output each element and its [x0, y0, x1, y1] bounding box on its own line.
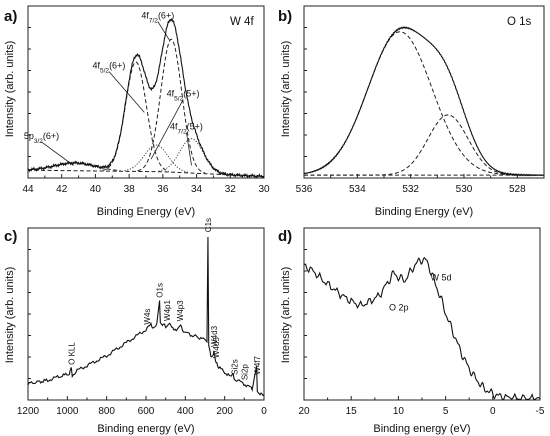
peak-annotation-2: 4f5/2(5+)	[167, 89, 200, 103]
x-tick-label: 530	[456, 184, 473, 195]
x-tick-label: 0	[490, 406, 496, 417]
peak-label-0: O KLL	[67, 342, 76, 365]
annotation-pointer-3	[186, 132, 192, 166]
peak-annotation-3: 4f7/2(5+)	[170, 122, 203, 136]
annotation-pointer-1	[108, 71, 145, 113]
x-tick-label: 38	[124, 184, 136, 195]
peak-annotation-1: 4f5/2(6+)	[93, 61, 126, 75]
x-tick-label: 200	[216, 406, 233, 417]
x-tick-label: 10	[393, 406, 405, 417]
x-tick-label: 534	[349, 184, 366, 195]
peak-label-7: W4d5	[212, 337, 221, 358]
panel-c-label: c)	[4, 228, 17, 245]
band-label-1: W 5d	[430, 272, 451, 282]
total-spectrum	[27, 17, 265, 179]
panel-d-plot-frame	[303, 227, 541, 401]
x-tick-label: 34	[191, 184, 203, 195]
x-tick-label: 32	[225, 184, 237, 195]
panel-b-label: b)	[278, 8, 292, 25]
component-peak-4	[158, 138, 225, 175]
x-tick-label: 5	[443, 406, 449, 417]
panel-c-xlabel: Binding energy (eV)	[97, 423, 194, 435]
x-tick-label: 600	[138, 406, 155, 417]
x-tick-label: 800	[98, 406, 115, 417]
panel-b: b) Intensity (arb. units) O 1s 536 534 532…	[278, 5, 545, 218]
panel-b-ylabel: Intensity (arb. units)	[280, 41, 292, 138]
panel-b-corner-label: O 1s	[507, 16, 532, 28]
panel-c-ylabel: Intensity (arb. units)	[4, 267, 16, 364]
panel-a-xlabel: Binding Energy (eV)	[97, 206, 195, 218]
x-tick-label: 15	[346, 406, 358, 417]
peak-label-8: Si2s	[230, 359, 239, 375]
panel-c: c) Intensity (arb. units) 1200 1000 800 600…	[4, 218, 267, 435]
panel-d-ylabel: Intensity (arb. units)	[280, 267, 292, 364]
panel-a-ylabel: Intensity (arb. units)	[4, 41, 16, 138]
component-peak-3	[124, 144, 189, 173]
component-peak-2	[137, 38, 206, 174]
panel-a-plot-frame	[27, 5, 265, 179]
annotation-pointer-2	[150, 99, 184, 160]
annotation-pointer-0	[157, 21, 170, 41]
peak-annotation-4: 5p3/2(6+)	[24, 131, 59, 145]
peak-label-9: Si2p	[240, 364, 249, 381]
panel-a-corner-label: W 4f	[230, 16, 254, 28]
panel-b-xlabel: Binding Energy (eV)	[375, 206, 473, 218]
component-peak-0	[303, 31, 544, 176]
panel-d: d) Intensity (arb. units) 20 15 10 5 0 -5 O 2…	[278, 227, 545, 435]
x-tick-label: 400	[177, 406, 194, 417]
survey-spectrum	[27, 237, 265, 397]
x-tick-label: 532	[402, 184, 419, 195]
x-tick-label: 0	[261, 406, 267, 417]
peak-label-10: W4f7	[253, 355, 262, 374]
peak-label-1: W4s	[143, 309, 152, 325]
component-peak-1	[304, 114, 544, 176]
panel-a: a) Intensity (arb. units) W 4f 44 42 40 38 3…	[4, 5, 270, 218]
valence-band-spectrum	[303, 256, 541, 401]
x-tick-label: 36	[157, 184, 169, 195]
peak-label-3: W4p1	[163, 300, 172, 321]
x-tick-label: 536	[296, 184, 313, 195]
x-tick-label: -5	[536, 406, 545, 417]
x-tick-label: 42	[56, 184, 68, 195]
panel-d-xlabel: Binding energy (eV)	[373, 423, 470, 435]
panel-d-label: d)	[278, 228, 292, 245]
peak-label-6: W4d3	[210, 325, 219, 346]
x-tick-label: 528	[509, 184, 526, 195]
x-tick-label: 20	[298, 406, 310, 417]
panel-a-label: a)	[4, 8, 17, 25]
peak-label-5: C1s	[204, 218, 213, 232]
peak-label-4: W4p3	[176, 300, 185, 321]
x-tick-label: 40	[90, 184, 102, 195]
total-spectrum	[303, 26, 545, 177]
x-tick-label: 1000	[56, 406, 79, 417]
component-peak-1	[102, 61, 170, 172]
peak-label-2: O1s	[156, 283, 165, 298]
x-tick-label: 1200	[17, 406, 40, 417]
x-tick-label: 44	[22, 184, 34, 195]
x-tick-label: 30	[258, 184, 270, 195]
peak-annotation-0: 4f7/2(6+)	[141, 11, 174, 25]
annotation-pointer-4	[41, 141, 74, 166]
panel-b-plot-frame	[303, 5, 545, 179]
band-label-0: O 2p	[389, 302, 409, 312]
